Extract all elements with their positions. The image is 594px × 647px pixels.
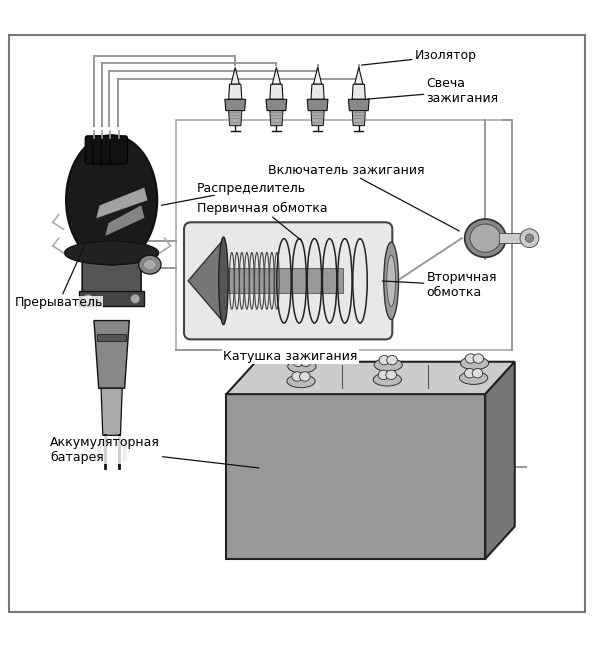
Text: Включатель зажигания: Включатель зажигания — [267, 164, 459, 231]
Ellipse shape — [386, 370, 396, 380]
Polygon shape — [349, 99, 369, 111]
Polygon shape — [231, 67, 239, 84]
Polygon shape — [352, 111, 365, 126]
FancyBboxPatch shape — [184, 223, 392, 340]
Ellipse shape — [387, 355, 397, 365]
Ellipse shape — [287, 375, 315, 388]
Text: Аккумуляторная
батарея: Аккумуляторная батарея — [50, 436, 259, 468]
Polygon shape — [355, 67, 363, 84]
Polygon shape — [106, 206, 144, 236]
Bar — [500, 234, 523, 243]
Ellipse shape — [301, 357, 311, 366]
Ellipse shape — [465, 219, 506, 258]
Polygon shape — [307, 99, 328, 111]
Polygon shape — [311, 111, 324, 126]
Text: Изолятор: Изолятор — [362, 49, 477, 65]
Bar — [226, 269, 343, 293]
FancyBboxPatch shape — [93, 136, 110, 164]
Polygon shape — [226, 362, 515, 394]
Circle shape — [520, 229, 539, 248]
Polygon shape — [272, 67, 280, 84]
Ellipse shape — [292, 372, 302, 381]
Polygon shape — [266, 99, 287, 111]
Polygon shape — [270, 84, 283, 99]
Ellipse shape — [387, 255, 396, 307]
Bar — [79, 291, 144, 306]
Text: Вторичная
обмотка: Вторичная обмотка — [382, 271, 497, 300]
Circle shape — [525, 234, 533, 242]
Text: Свеча
зажигания: Свеча зажигания — [368, 77, 498, 105]
Ellipse shape — [460, 356, 489, 369]
Polygon shape — [485, 362, 515, 559]
Ellipse shape — [472, 369, 483, 378]
FancyBboxPatch shape — [110, 136, 128, 164]
Polygon shape — [97, 188, 147, 217]
Circle shape — [131, 294, 140, 303]
Ellipse shape — [65, 241, 159, 265]
Circle shape — [83, 294, 93, 303]
Polygon shape — [229, 84, 242, 99]
Ellipse shape — [378, 370, 389, 380]
Polygon shape — [314, 67, 322, 84]
FancyBboxPatch shape — [85, 136, 103, 164]
Ellipse shape — [287, 360, 316, 373]
Ellipse shape — [139, 255, 161, 274]
Ellipse shape — [219, 237, 228, 325]
Polygon shape — [225, 99, 245, 111]
Ellipse shape — [143, 259, 156, 270]
Text: Катушка зажигания: Катушка зажигания — [223, 350, 358, 363]
Polygon shape — [270, 111, 283, 126]
Text: Прерыватель: Прерыватель — [14, 247, 103, 309]
Polygon shape — [101, 388, 122, 435]
Polygon shape — [94, 320, 129, 388]
FancyBboxPatch shape — [101, 136, 119, 164]
Ellipse shape — [465, 369, 475, 378]
Ellipse shape — [384, 242, 399, 320]
Ellipse shape — [373, 373, 402, 386]
Text: Первичная обмотка: Первичная обмотка — [197, 203, 327, 240]
Ellipse shape — [460, 371, 488, 384]
Ellipse shape — [379, 355, 390, 365]
Text: Распределитель: Распределитель — [162, 182, 306, 205]
Ellipse shape — [470, 224, 501, 252]
Polygon shape — [188, 239, 223, 322]
Polygon shape — [229, 111, 242, 126]
Ellipse shape — [374, 358, 402, 371]
Polygon shape — [311, 84, 324, 99]
Bar — [97, 334, 127, 341]
Ellipse shape — [299, 372, 310, 381]
Ellipse shape — [293, 357, 304, 366]
Polygon shape — [352, 84, 365, 99]
Ellipse shape — [66, 135, 157, 265]
Ellipse shape — [473, 354, 484, 363]
Ellipse shape — [465, 354, 476, 363]
FancyBboxPatch shape — [9, 35, 585, 612]
FancyBboxPatch shape — [82, 245, 141, 299]
Bar — [226, 394, 485, 559]
